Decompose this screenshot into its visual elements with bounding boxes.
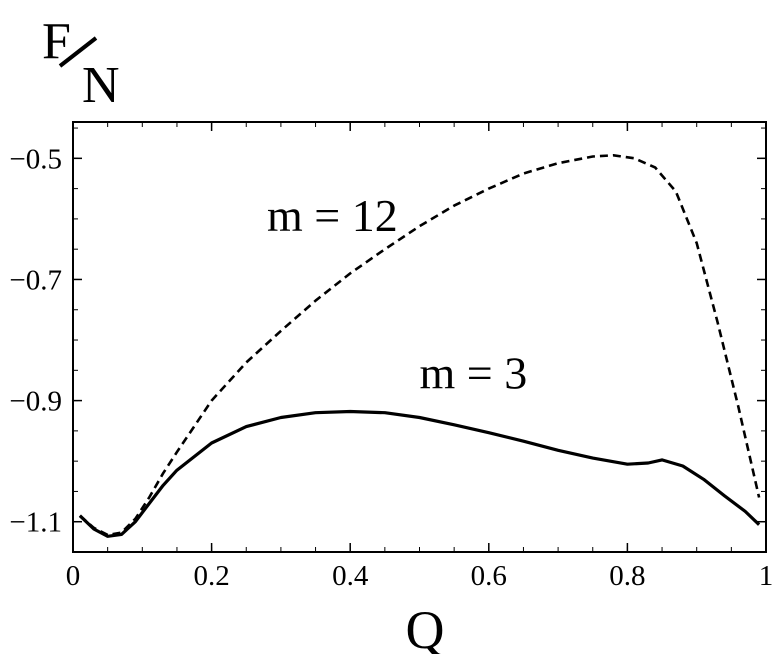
y-axis-title: F N — [42, 13, 120, 114]
x-axis-title: Q — [406, 600, 445, 654]
series-line-m-12 — [79, 154, 761, 537]
y-axis-title-denominator: N — [82, 57, 120, 114]
y-tick-label: −0.7 — [9, 264, 62, 296]
y-tick-label: −1.1 — [9, 507, 62, 539]
x-tick-label: 0.4 — [332, 560, 369, 592]
y-tick-label: −0.5 — [9, 143, 62, 175]
plot-frame — [72, 121, 767, 553]
series-annotation: m = 12 — [267, 190, 398, 241]
x-tick-label: 0.2 — [193, 560, 229, 592]
series-annotation: m = 3 — [420, 347, 528, 398]
x-tick-label: 1 — [759, 560, 774, 592]
x-tick-label: 0.8 — [609, 560, 645, 592]
x-tick-label: 0 — [66, 560, 81, 592]
y-axis-title-slash — [58, 36, 98, 68]
y-tick-label: −0.9 — [9, 386, 62, 418]
series-line-m-3 — [78, 409, 761, 538]
x-tick-label: 0.6 — [471, 560, 507, 592]
